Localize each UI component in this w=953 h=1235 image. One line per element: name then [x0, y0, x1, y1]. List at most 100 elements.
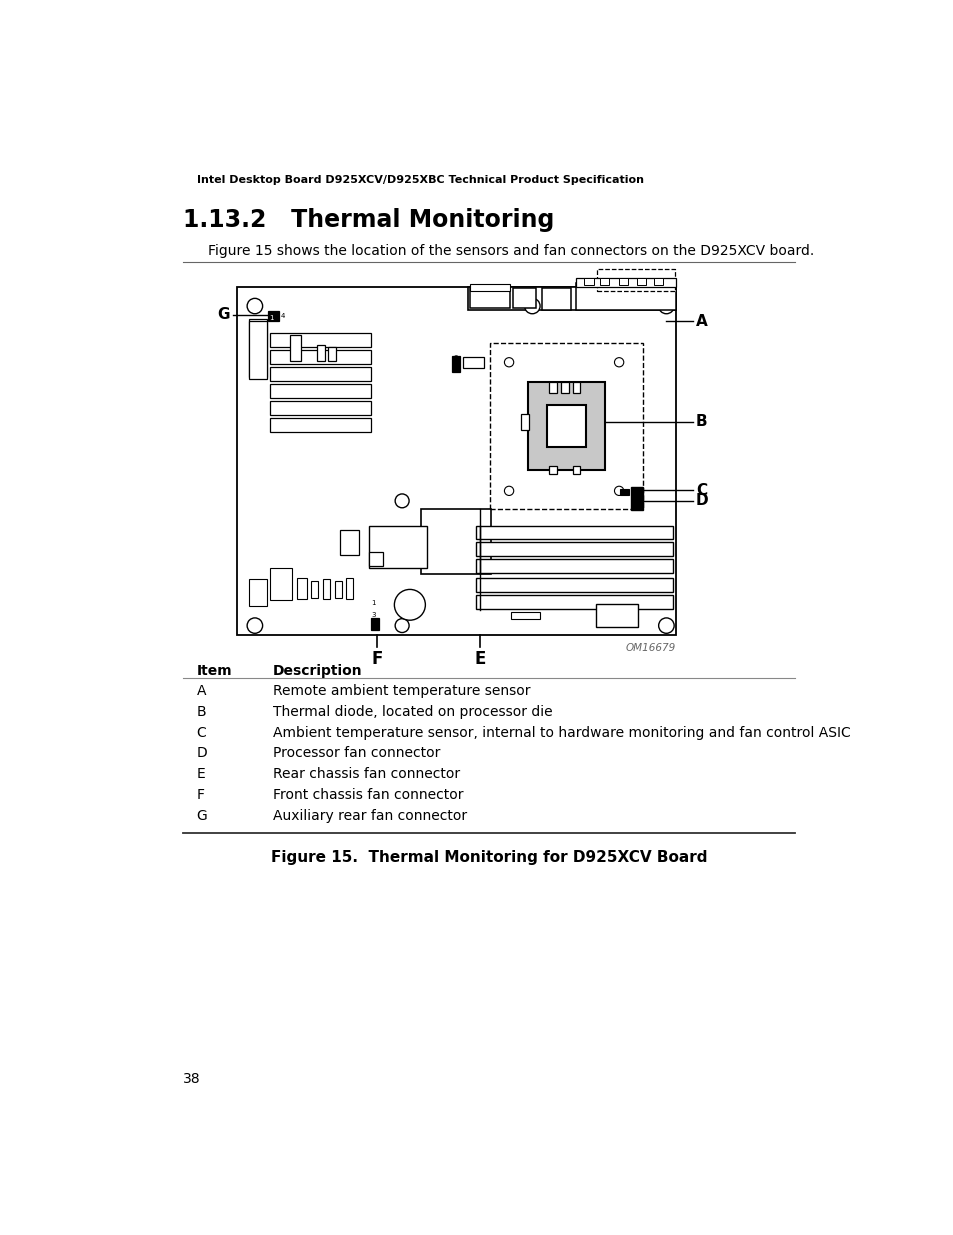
Circle shape	[395, 619, 409, 632]
Bar	[618, 278, 628, 285]
Bar	[489, 343, 642, 509]
Bar	[323, 579, 330, 599]
Bar	[270, 350, 371, 364]
Bar	[270, 417, 371, 431]
Circle shape	[504, 487, 513, 495]
Text: G: G	[217, 308, 230, 322]
Bar	[468, 287, 675, 310]
Bar	[476, 595, 673, 609]
Text: 1: 1	[371, 600, 375, 606]
Text: Processor fan connector: Processor fan connector	[273, 746, 439, 761]
Bar	[619, 489, 629, 495]
Bar	[549, 383, 557, 393]
Bar	[597, 269, 674, 290]
Text: G: G	[196, 809, 208, 823]
Text: Rear chassis fan connector: Rear chassis fan connector	[273, 767, 459, 782]
Bar	[297, 578, 307, 599]
Circle shape	[247, 618, 262, 634]
Text: 3: 3	[453, 356, 457, 362]
Bar	[654, 278, 662, 285]
Bar	[462, 357, 484, 368]
Bar	[270, 333, 371, 347]
Text: 3: 3	[371, 611, 375, 618]
Text: 1: 1	[269, 315, 274, 321]
Bar	[249, 579, 266, 606]
Bar	[546, 405, 585, 447]
Text: C: C	[695, 483, 706, 498]
Circle shape	[658, 299, 674, 314]
Bar	[452, 356, 459, 372]
Text: Front chassis fan connector: Front chassis fan connector	[273, 788, 463, 802]
Text: E: E	[196, 767, 205, 782]
Bar	[270, 401, 371, 415]
Bar	[236, 287, 675, 635]
Bar	[369, 526, 427, 568]
Bar	[513, 288, 536, 308]
Bar	[576, 283, 675, 310]
Text: 38: 38	[183, 1072, 200, 1087]
Bar	[549, 466, 557, 474]
Text: Thermal diode, located on processor die: Thermal diode, located on processor die	[273, 705, 552, 719]
Bar	[469, 287, 509, 309]
Bar	[476, 542, 673, 556]
Circle shape	[395, 494, 409, 508]
Text: Description: Description	[273, 664, 362, 678]
Text: Figure 15 shows the location of the sensors and fan connectors on the D925XCV bo: Figure 15 shows the location of the sens…	[208, 245, 814, 258]
Bar	[637, 278, 645, 285]
Bar	[469, 284, 509, 290]
Bar	[527, 382, 604, 471]
Bar	[328, 347, 335, 361]
Bar	[583, 278, 593, 285]
Bar	[510, 611, 539, 620]
Text: D: D	[196, 746, 208, 761]
Text: 1: 1	[453, 366, 457, 372]
Circle shape	[524, 299, 539, 314]
Text: B: B	[695, 415, 707, 430]
Text: OM16679: OM16679	[625, 643, 675, 653]
Text: D: D	[695, 493, 708, 509]
Text: Intel Desktop Board D925XCV/D925XBC Technical Product Specification: Intel Desktop Board D925XCV/D925XBC Tech…	[196, 175, 643, 185]
Text: B: B	[196, 705, 206, 719]
Bar	[596, 604, 638, 627]
Bar	[560, 383, 568, 393]
Bar	[268, 311, 278, 321]
Text: 4: 4	[280, 312, 285, 319]
Bar	[599, 278, 608, 285]
Text: F: F	[372, 651, 382, 668]
Bar	[311, 580, 318, 598]
Text: A: A	[695, 314, 707, 329]
Circle shape	[504, 358, 513, 367]
Bar	[572, 466, 579, 474]
Bar	[476, 526, 673, 540]
Bar	[316, 345, 324, 362]
Text: C: C	[196, 726, 206, 740]
Text: E: E	[475, 651, 486, 668]
Text: Remote ambient temperature sensor: Remote ambient temperature sensor	[273, 684, 530, 698]
Bar	[369, 552, 382, 566]
Circle shape	[614, 487, 623, 495]
Bar	[335, 580, 341, 598]
Bar	[270, 384, 371, 398]
Bar	[270, 568, 292, 600]
Bar	[476, 559, 673, 573]
Text: Auxiliary rear fan connector: Auxiliary rear fan connector	[273, 809, 466, 823]
Text: Item: Item	[196, 664, 233, 678]
Bar	[421, 509, 491, 574]
Text: Ambient temperature sensor, internal to hardware monitoring and fan control ASIC: Ambient temperature sensor, internal to …	[273, 726, 849, 740]
Circle shape	[394, 589, 425, 620]
Bar	[630, 487, 642, 510]
Bar	[521, 414, 529, 430]
Bar	[476, 578, 673, 592]
Bar	[346, 578, 353, 599]
Bar	[541, 288, 571, 310]
Circle shape	[247, 299, 262, 314]
Bar	[270, 367, 371, 380]
Bar	[371, 618, 378, 630]
Circle shape	[614, 358, 623, 367]
Text: F: F	[196, 788, 205, 802]
Bar	[576, 278, 675, 287]
Bar	[249, 321, 266, 379]
Text: A: A	[196, 684, 206, 698]
Bar	[290, 335, 300, 362]
Bar	[340, 530, 359, 555]
